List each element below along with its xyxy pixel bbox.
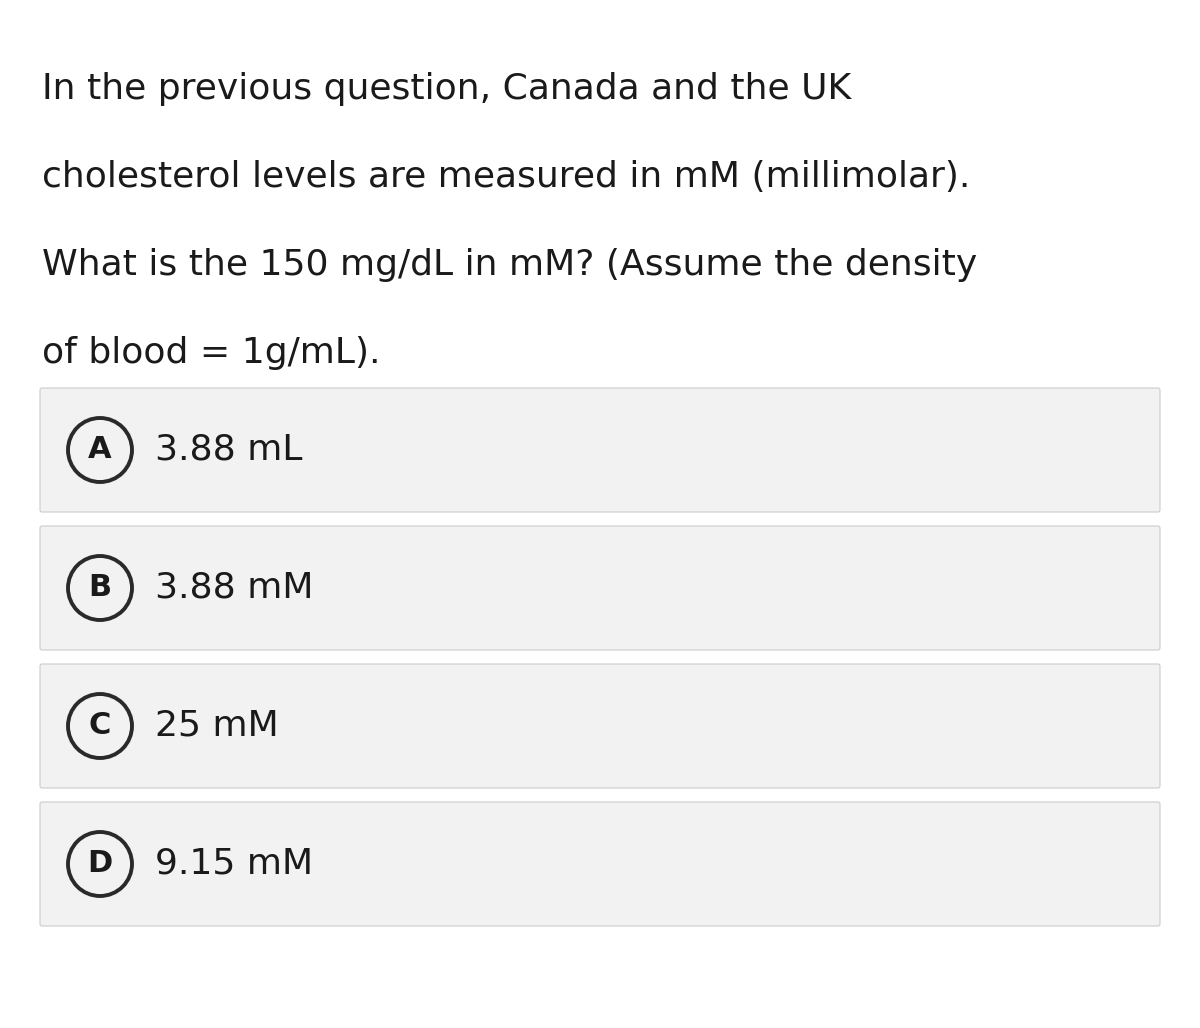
FancyBboxPatch shape xyxy=(40,802,1160,926)
Text: of blood = 1g/mL).: of blood = 1g/mL). xyxy=(42,336,380,370)
Text: cholesterol levels are measured in mM (millimolar).: cholesterol levels are measured in mM (m… xyxy=(42,160,971,194)
Text: B: B xyxy=(89,574,112,602)
Text: What is the 150 mg/dL in mM? (Assume the density: What is the 150 mg/dL in mM? (Assume the… xyxy=(42,248,977,282)
Text: 9.15 mM: 9.15 mM xyxy=(155,847,313,881)
Text: A: A xyxy=(88,436,112,465)
Text: In the previous question, Canada and the UK: In the previous question, Canada and the… xyxy=(42,72,851,106)
FancyBboxPatch shape xyxy=(40,526,1160,650)
Text: 3.88 mL: 3.88 mL xyxy=(155,433,302,467)
Text: 25 mM: 25 mM xyxy=(155,709,278,743)
Text: D: D xyxy=(88,849,113,879)
Text: 3.88 mM: 3.88 mM xyxy=(155,571,313,605)
FancyBboxPatch shape xyxy=(40,664,1160,788)
FancyBboxPatch shape xyxy=(40,388,1160,512)
Text: C: C xyxy=(89,711,112,740)
